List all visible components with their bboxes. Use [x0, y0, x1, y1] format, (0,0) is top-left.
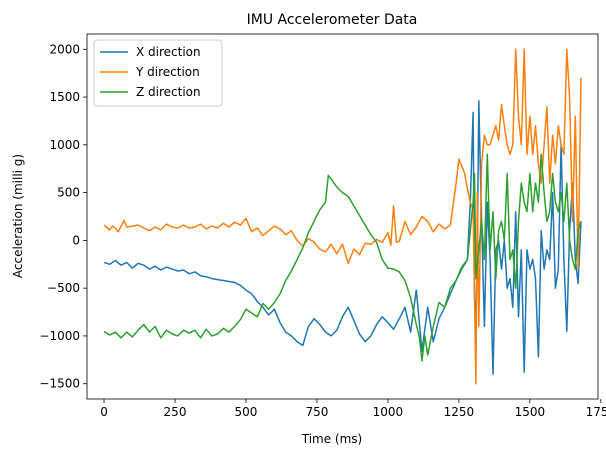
y-tick-label: −1000: [39, 329, 80, 343]
y-tick-label: 2000: [49, 42, 80, 56]
legend: X direction Y direction Z direction: [93, 39, 223, 107]
y-tick-label: −1500: [39, 377, 80, 391]
plot-frame: [86, 33, 599, 400]
series-line-z-direction: [103, 153, 582, 362]
x-tick-label: 750: [305, 405, 328, 419]
y-axis: −1500 −1000 −500 0 500 1000 1500 2000: [39, 42, 87, 391]
legend-label: Z direction: [136, 85, 201, 99]
y-axis-label: Acceleration (milli g): [11, 154, 25, 278]
plot-area: [86, 33, 599, 400]
legend-label: Y direction: [135, 65, 200, 79]
legend-box: [93, 39, 223, 107]
x-axis-label: Time (ms): [301, 432, 363, 446]
series-line-y-direction: [103, 48, 582, 385]
x-tick-label: 1250: [444, 405, 475, 419]
x-tick-label: 250: [164, 405, 187, 419]
y-tick-label: 500: [57, 186, 80, 200]
series-line-x-direction: [103, 100, 582, 375]
y-tick-label: −500: [47, 281, 80, 295]
x-tick-label: 1750: [586, 405, 606, 419]
x-tick-label: 1000: [373, 405, 404, 419]
chart-title: IMU Accelerometer Data: [247, 12, 418, 28]
y-tick-label: 0: [72, 233, 80, 247]
legend-label: X direction: [136, 45, 201, 59]
y-tick-label: 1000: [49, 138, 80, 152]
x-tick-label: 500: [235, 405, 258, 419]
x-axis: 0 250 500 750 1000 1250 1500 1750: [100, 399, 606, 419]
y-tick-label: 1500: [49, 90, 80, 104]
x-tick-label: 1500: [515, 405, 546, 419]
x-tick-label: 0: [100, 405, 108, 419]
